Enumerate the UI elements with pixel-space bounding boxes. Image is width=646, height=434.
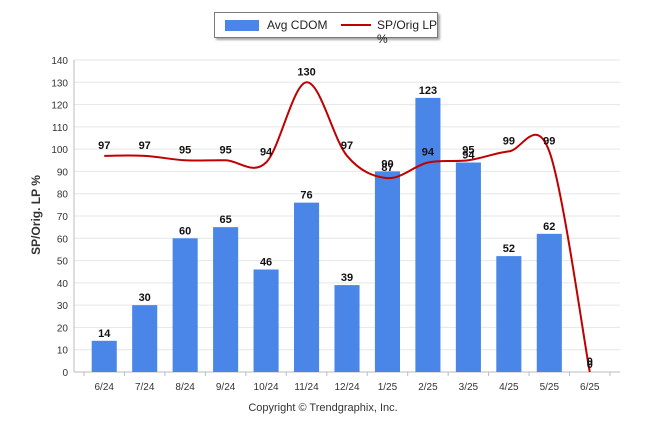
x-tick-label: 6/24 — [94, 382, 114, 393]
data-label-sp-orig-lp: 94 — [422, 147, 435, 159]
data-label-avg-cdom: 14 — [98, 328, 111, 340]
data-label-sp-orig-lp: 95 — [462, 144, 474, 156]
data-label-avg-cdom: 52 — [503, 243, 515, 255]
bar-avg-cdom — [293, 202, 320, 372]
x-tick-label: 8/24 — [175, 382, 195, 393]
data-label-avg-cdom: 0 — [587, 359, 593, 371]
y-tick-label: 40 — [57, 279, 69, 290]
x-tick-label: 12/24 — [334, 382, 359, 393]
x-tick-label: 1/25 — [378, 382, 398, 393]
bar-avg-cdom — [253, 269, 279, 372]
data-label-sp-orig-lp: 97 — [341, 140, 353, 152]
bar-avg-cdom — [132, 305, 158, 372]
bar-avg-cdom — [455, 162, 481, 372]
data-label-sp-orig-lp: 99 — [543, 135, 555, 147]
y-tick-label: 120 — [51, 101, 68, 112]
data-label-sp-orig-lp: 94 — [260, 147, 273, 159]
y-tick-label: 70 — [57, 212, 69, 223]
line-sp-orig-lp — [104, 81, 591, 373]
data-label-sp-orig-lp: 97 — [98, 140, 110, 152]
data-label-avg-cdom: 60 — [179, 225, 191, 237]
data-label-avg-cdom: 30 — [139, 292, 151, 304]
grid-lines — [74, 59, 620, 373]
bar-avg-cdom — [172, 238, 198, 372]
data-label-sp-orig-lp: 87 — [381, 162, 393, 174]
legend-label-avg-cdom: Avg CDOM — [267, 18, 328, 32]
y-tick-label: 50 — [57, 257, 69, 268]
bar-avg-cdom — [91, 340, 117, 372]
x-tick-label: 10/24 — [254, 382, 279, 393]
x-tick-label: 6/25 — [580, 382, 600, 393]
legend: Avg CDOM SP/Orig LP % — [214, 12, 438, 46]
bar-avg-cdom — [496, 256, 522, 372]
y-tick-label: 90 — [57, 167, 69, 178]
y-tick-label: 10 — [57, 346, 69, 357]
data-label-sp-orig-lp: 95 — [219, 144, 231, 156]
data-label-avg-cdom: 46 — [260, 256, 272, 268]
data-label-avg-cdom: 90 — [381, 158, 393, 170]
x-tick-label: 2/25 — [418, 382, 438, 393]
data-label-sp-orig-lp: 97 — [139, 140, 151, 152]
y-tick-label: 20 — [57, 323, 69, 334]
data-label-avg-cdom: 76 — [300, 190, 312, 202]
legend-label-sp-orig-lp: SP/Orig LP % — [377, 18, 437, 46]
bar-series — [91, 97, 562, 372]
data-label-sp-orig-lp: 99 — [503, 135, 515, 147]
bar-avg-cdom — [374, 171, 401, 372]
legend-swatch-sp-orig-lp — [341, 24, 371, 26]
y-tick-label: 0 — [62, 368, 68, 379]
y-tick-label: 80 — [57, 190, 69, 201]
copyright-text: Copyright © Trendgraphix, Inc. — [248, 402, 398, 414]
bar-avg-cdom — [213, 227, 239, 372]
line-series — [104, 81, 591, 373]
data-label-sp-orig-lp: 95 — [179, 144, 191, 156]
data-label-sp-orig-lp: 0 — [587, 356, 593, 368]
y-tick-label: 100 — [51, 145, 68, 156]
x-tick-label: 3/25 — [459, 382, 479, 393]
bar-avg-cdom — [334, 285, 360, 372]
legend-swatch-avg-cdom — [225, 20, 259, 31]
data-label-avg-cdom: 123 — [419, 85, 437, 97]
y-tick-label: 130 — [51, 78, 68, 89]
x-tick-label: 11/24 — [294, 382, 319, 393]
y-tick-label: 60 — [57, 234, 69, 245]
data-label-avg-cdom: 39 — [341, 272, 353, 284]
data-label-avg-cdom: 65 — [219, 214, 231, 226]
data-label-avg-cdom: 94 — [462, 150, 475, 162]
y-tick-label: 30 — [57, 301, 69, 312]
y-axis-label: SP/Orig. LP % — [29, 175, 43, 255]
x-tick-label: 7/24 — [135, 382, 155, 393]
y-tick-label: 110 — [52, 123, 68, 134]
bar-avg-cdom — [536, 233, 562, 372]
y-tick-label: 140 — [51, 56, 68, 67]
x-tick-label: 9/24 — [216, 382, 236, 393]
data-label-avg-cdom: 62 — [543, 221, 555, 233]
data-label-sp-orig-lp: 130 — [297, 66, 315, 78]
x-tick-label: 4/25 — [499, 382, 519, 393]
x-tick-label: 5/25 — [540, 382, 560, 393]
bar-avg-cdom — [415, 97, 441, 372]
